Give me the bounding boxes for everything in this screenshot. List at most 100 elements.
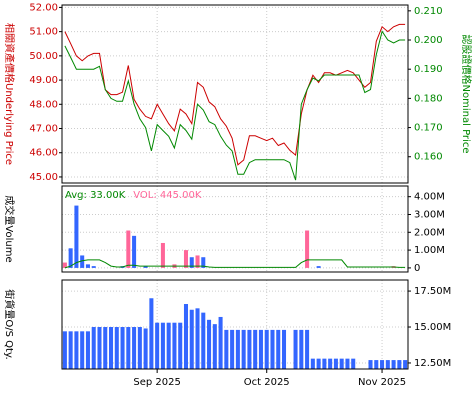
y-tick-label: 48.00 xyxy=(29,99,58,110)
bar xyxy=(143,266,148,268)
bar xyxy=(224,329,229,369)
y-tick-label: 51.00 xyxy=(29,27,58,38)
bar xyxy=(68,248,73,268)
bar xyxy=(305,329,310,369)
bar xyxy=(316,266,321,268)
y2-tick-label: 0.180 xyxy=(414,93,443,104)
y-tick-label: 52.00 xyxy=(29,2,58,13)
line xyxy=(64,259,406,269)
y-tick-label: 45.00 xyxy=(29,172,58,183)
bar xyxy=(385,360,390,369)
bar xyxy=(339,358,344,369)
bar xyxy=(120,327,125,369)
y2-tick-label: 0.210 xyxy=(414,6,443,17)
bar xyxy=(74,331,79,369)
bar xyxy=(351,358,356,369)
bar xyxy=(195,255,200,268)
bar xyxy=(132,327,137,369)
bar xyxy=(183,304,189,369)
bar xyxy=(80,331,85,369)
bar xyxy=(189,257,194,268)
bar xyxy=(126,327,131,369)
bar xyxy=(155,322,160,369)
bar xyxy=(253,329,258,369)
y-tick-label: 47.00 xyxy=(29,124,58,135)
bar xyxy=(85,264,90,268)
y-tick-label: 50.00 xyxy=(29,51,58,62)
line xyxy=(64,30,406,181)
y-axis-title: 街貨量O/S Qty. xyxy=(3,289,16,359)
bar xyxy=(91,327,96,369)
bar xyxy=(68,331,73,369)
bar xyxy=(397,360,402,369)
line xyxy=(64,23,406,166)
bar xyxy=(97,327,102,369)
y-tick-label: 15.00M xyxy=(414,322,451,333)
y2-tick-label: 0.190 xyxy=(414,64,443,75)
bar xyxy=(85,331,90,369)
bar xyxy=(305,230,310,268)
x-tick-label: Oct 2025 xyxy=(244,377,290,388)
y2-axis-title: 認股證價格Nominal Price xyxy=(460,35,473,154)
y-tick-label: 0 xyxy=(414,263,420,274)
bar xyxy=(241,329,246,369)
bar xyxy=(310,358,315,369)
bar xyxy=(270,329,275,369)
bar xyxy=(218,316,223,369)
bar xyxy=(149,298,154,369)
bar xyxy=(247,329,252,369)
bar xyxy=(230,329,235,369)
legend-entry: VOL: 445.00K xyxy=(133,190,202,201)
y-axis-title: 成交量Volume xyxy=(3,195,16,262)
bar xyxy=(258,329,263,369)
bar xyxy=(328,358,333,369)
y-tick-label: 3.00M xyxy=(414,209,445,220)
bar xyxy=(235,329,240,369)
bar xyxy=(74,205,79,268)
bar xyxy=(299,329,304,369)
bar xyxy=(391,360,396,369)
bar xyxy=(80,255,85,268)
bar xyxy=(103,327,108,369)
bar xyxy=(264,329,269,369)
bar xyxy=(201,257,206,268)
y-tick-label: 1.00M xyxy=(414,245,445,256)
bar xyxy=(207,319,212,369)
bar xyxy=(91,266,96,268)
bar xyxy=(62,331,67,369)
y-tick-label: 49.00 xyxy=(29,75,58,86)
bar xyxy=(178,322,183,369)
bar xyxy=(137,327,142,369)
y-tick-label: 4.00M xyxy=(414,192,445,203)
bar xyxy=(281,329,287,369)
bar xyxy=(316,358,321,369)
panel-frame xyxy=(61,4,409,184)
bar xyxy=(126,230,131,268)
bar xyxy=(160,242,165,268)
bar xyxy=(143,328,148,369)
panel-frame xyxy=(61,279,409,370)
legend-entry: Avg: 33.00K xyxy=(65,190,126,201)
bar xyxy=(374,360,379,369)
bar xyxy=(403,360,408,369)
bar xyxy=(345,358,350,369)
y-axis-title: 相關資產價格Underlying Price xyxy=(3,23,16,165)
y-tick-label: 12.50M xyxy=(414,358,451,369)
bar xyxy=(322,358,327,369)
x-tick-label: Sep 2025 xyxy=(133,377,180,388)
bar xyxy=(276,329,281,369)
bar xyxy=(293,329,298,369)
x-tick-label: Nov 2025 xyxy=(358,377,406,388)
bar xyxy=(183,250,189,268)
y2-tick-label: 0.160 xyxy=(414,152,443,163)
y-tick-label: 17.50M xyxy=(414,286,451,297)
bar xyxy=(114,327,119,369)
y2-tick-label: 0.170 xyxy=(414,123,443,134)
bar xyxy=(212,324,217,369)
y-tick-label: 2.00M xyxy=(414,227,445,238)
bar xyxy=(189,309,194,369)
bar xyxy=(132,235,137,268)
bar xyxy=(108,327,114,369)
bar xyxy=(333,358,338,369)
